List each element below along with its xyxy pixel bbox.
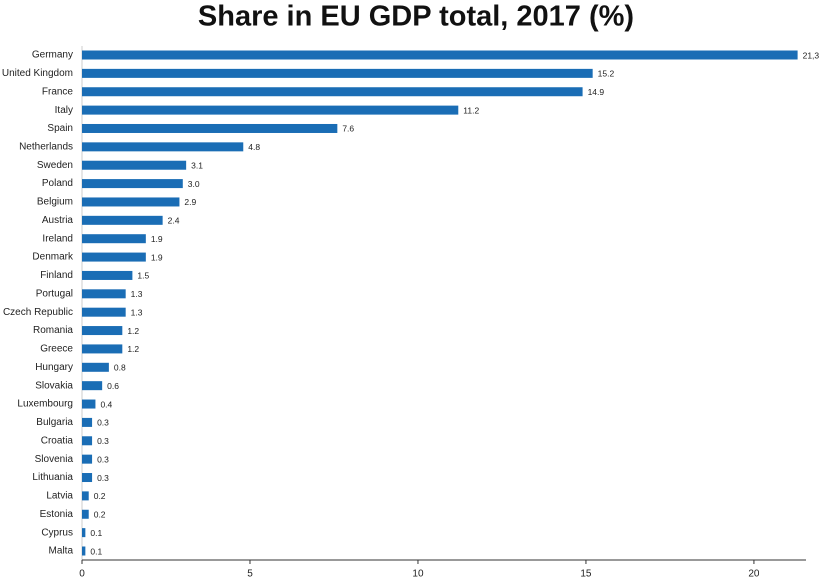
y-tick-label: Latvia [46, 491, 73, 502]
value-label: 0.2 [94, 491, 106, 501]
value-label: 11.2 [463, 105, 479, 115]
value-label: 1.3 [131, 307, 143, 317]
value-label: 21,3 [803, 50, 820, 60]
value-label: 1.9 [151, 252, 163, 262]
bar [82, 179, 183, 189]
value-label: 4.8 [248, 142, 260, 152]
bar [82, 234, 146, 244]
value-label: 0.3 [97, 473, 109, 483]
value-label: 2.4 [168, 216, 180, 226]
value-label: 0.1 [90, 546, 102, 556]
bar [82, 344, 123, 354]
bar [82, 326, 123, 336]
bar [82, 362, 109, 372]
value-label: 0.8 [114, 363, 126, 373]
bar [82, 546, 86, 556]
y-tick-label: Netherlands [19, 141, 73, 152]
bar [82, 142, 244, 152]
y-tick-label: Portugal [36, 288, 73, 299]
value-label: 1.5 [137, 271, 149, 281]
value-label: 0.2 [94, 510, 106, 520]
value-label: 1.2 [127, 326, 139, 336]
value-label: 1.9 [151, 234, 163, 244]
bar [82, 123, 338, 133]
bar [82, 436, 93, 446]
value-label: 0.1 [90, 528, 102, 538]
y-tick-label: Austria [42, 215, 74, 226]
x-tick-label: 15 [580, 569, 592, 580]
value-label: 0.3 [97, 418, 109, 428]
y-tick-label: Croatia [41, 435, 74, 446]
value-label: 14.9 [588, 87, 605, 97]
x-tick-label: 10 [412, 569, 424, 580]
value-label: 3.0 [188, 179, 200, 189]
value-label: 2.9 [184, 197, 196, 207]
y-tick-label: Finland [40, 270, 73, 281]
y-tick-label: Lithuania [32, 472, 73, 483]
value-label: 1.3 [131, 289, 143, 299]
y-tick-label: Italy [55, 105, 73, 116]
bar [82, 68, 593, 78]
bar [82, 105, 459, 115]
value-label: 7.6 [342, 124, 354, 134]
bar [82, 87, 583, 97]
y-tick-label: Czech Republic [3, 307, 73, 318]
y-tick-label: Poland [42, 178, 73, 189]
value-label: 0.6 [107, 381, 119, 391]
y-tick-label: Cyprus [41, 527, 73, 538]
bar [82, 197, 180, 207]
y-tick-label: Slovenia [35, 454, 74, 465]
bar [82, 270, 133, 280]
x-tick-label: 0 [79, 569, 85, 580]
y-tick-label: Estonia [40, 509, 74, 520]
y-tick-label: Slovakia [35, 380, 73, 391]
y-tick-label: Luxembourg [17, 399, 73, 410]
bar [82, 509, 89, 519]
y-tick-label: Belgium [37, 197, 73, 208]
bar [82, 307, 126, 317]
bar [82, 160, 187, 170]
bar [82, 50, 798, 60]
y-tick-label: Ireland [42, 233, 73, 244]
y-tick-label: Spain [47, 123, 73, 134]
y-tick-label: Greece [40, 344, 73, 355]
value-label: 0.3 [97, 436, 109, 446]
bar [82, 417, 93, 427]
bar [82, 399, 96, 409]
x-tick-label: 5 [247, 569, 253, 580]
bar [82, 528, 86, 538]
value-label: 1.2 [127, 344, 139, 354]
value-label: 3.1 [191, 160, 203, 170]
bar [82, 381, 103, 391]
y-tick-label: Sweden [37, 160, 73, 171]
y-tick-label: Malta [49, 546, 74, 557]
value-label: 15.2 [598, 69, 615, 79]
y-tick-label: United Kingdom [2, 68, 73, 79]
y-tick-label: Romania [33, 325, 73, 336]
chart-title: Share in EU GDP total, 2017 (%) [198, 1, 634, 33]
bar [82, 491, 89, 501]
y-tick-label: Denmark [32, 252, 74, 263]
value-label: 0.4 [100, 399, 112, 409]
y-tick-label: France [42, 86, 74, 97]
x-tick-label: 20 [748, 569, 760, 580]
bar [82, 215, 163, 225]
y-tick-label: Bulgaria [36, 417, 73, 428]
y-tick-label: Germany [32, 50, 73, 61]
bar [82, 454, 93, 464]
bar [82, 473, 93, 483]
value-label: 0.3 [97, 454, 109, 464]
y-tick-label: Hungary [35, 362, 73, 373]
bar [82, 252, 146, 262]
bar [82, 289, 126, 299]
